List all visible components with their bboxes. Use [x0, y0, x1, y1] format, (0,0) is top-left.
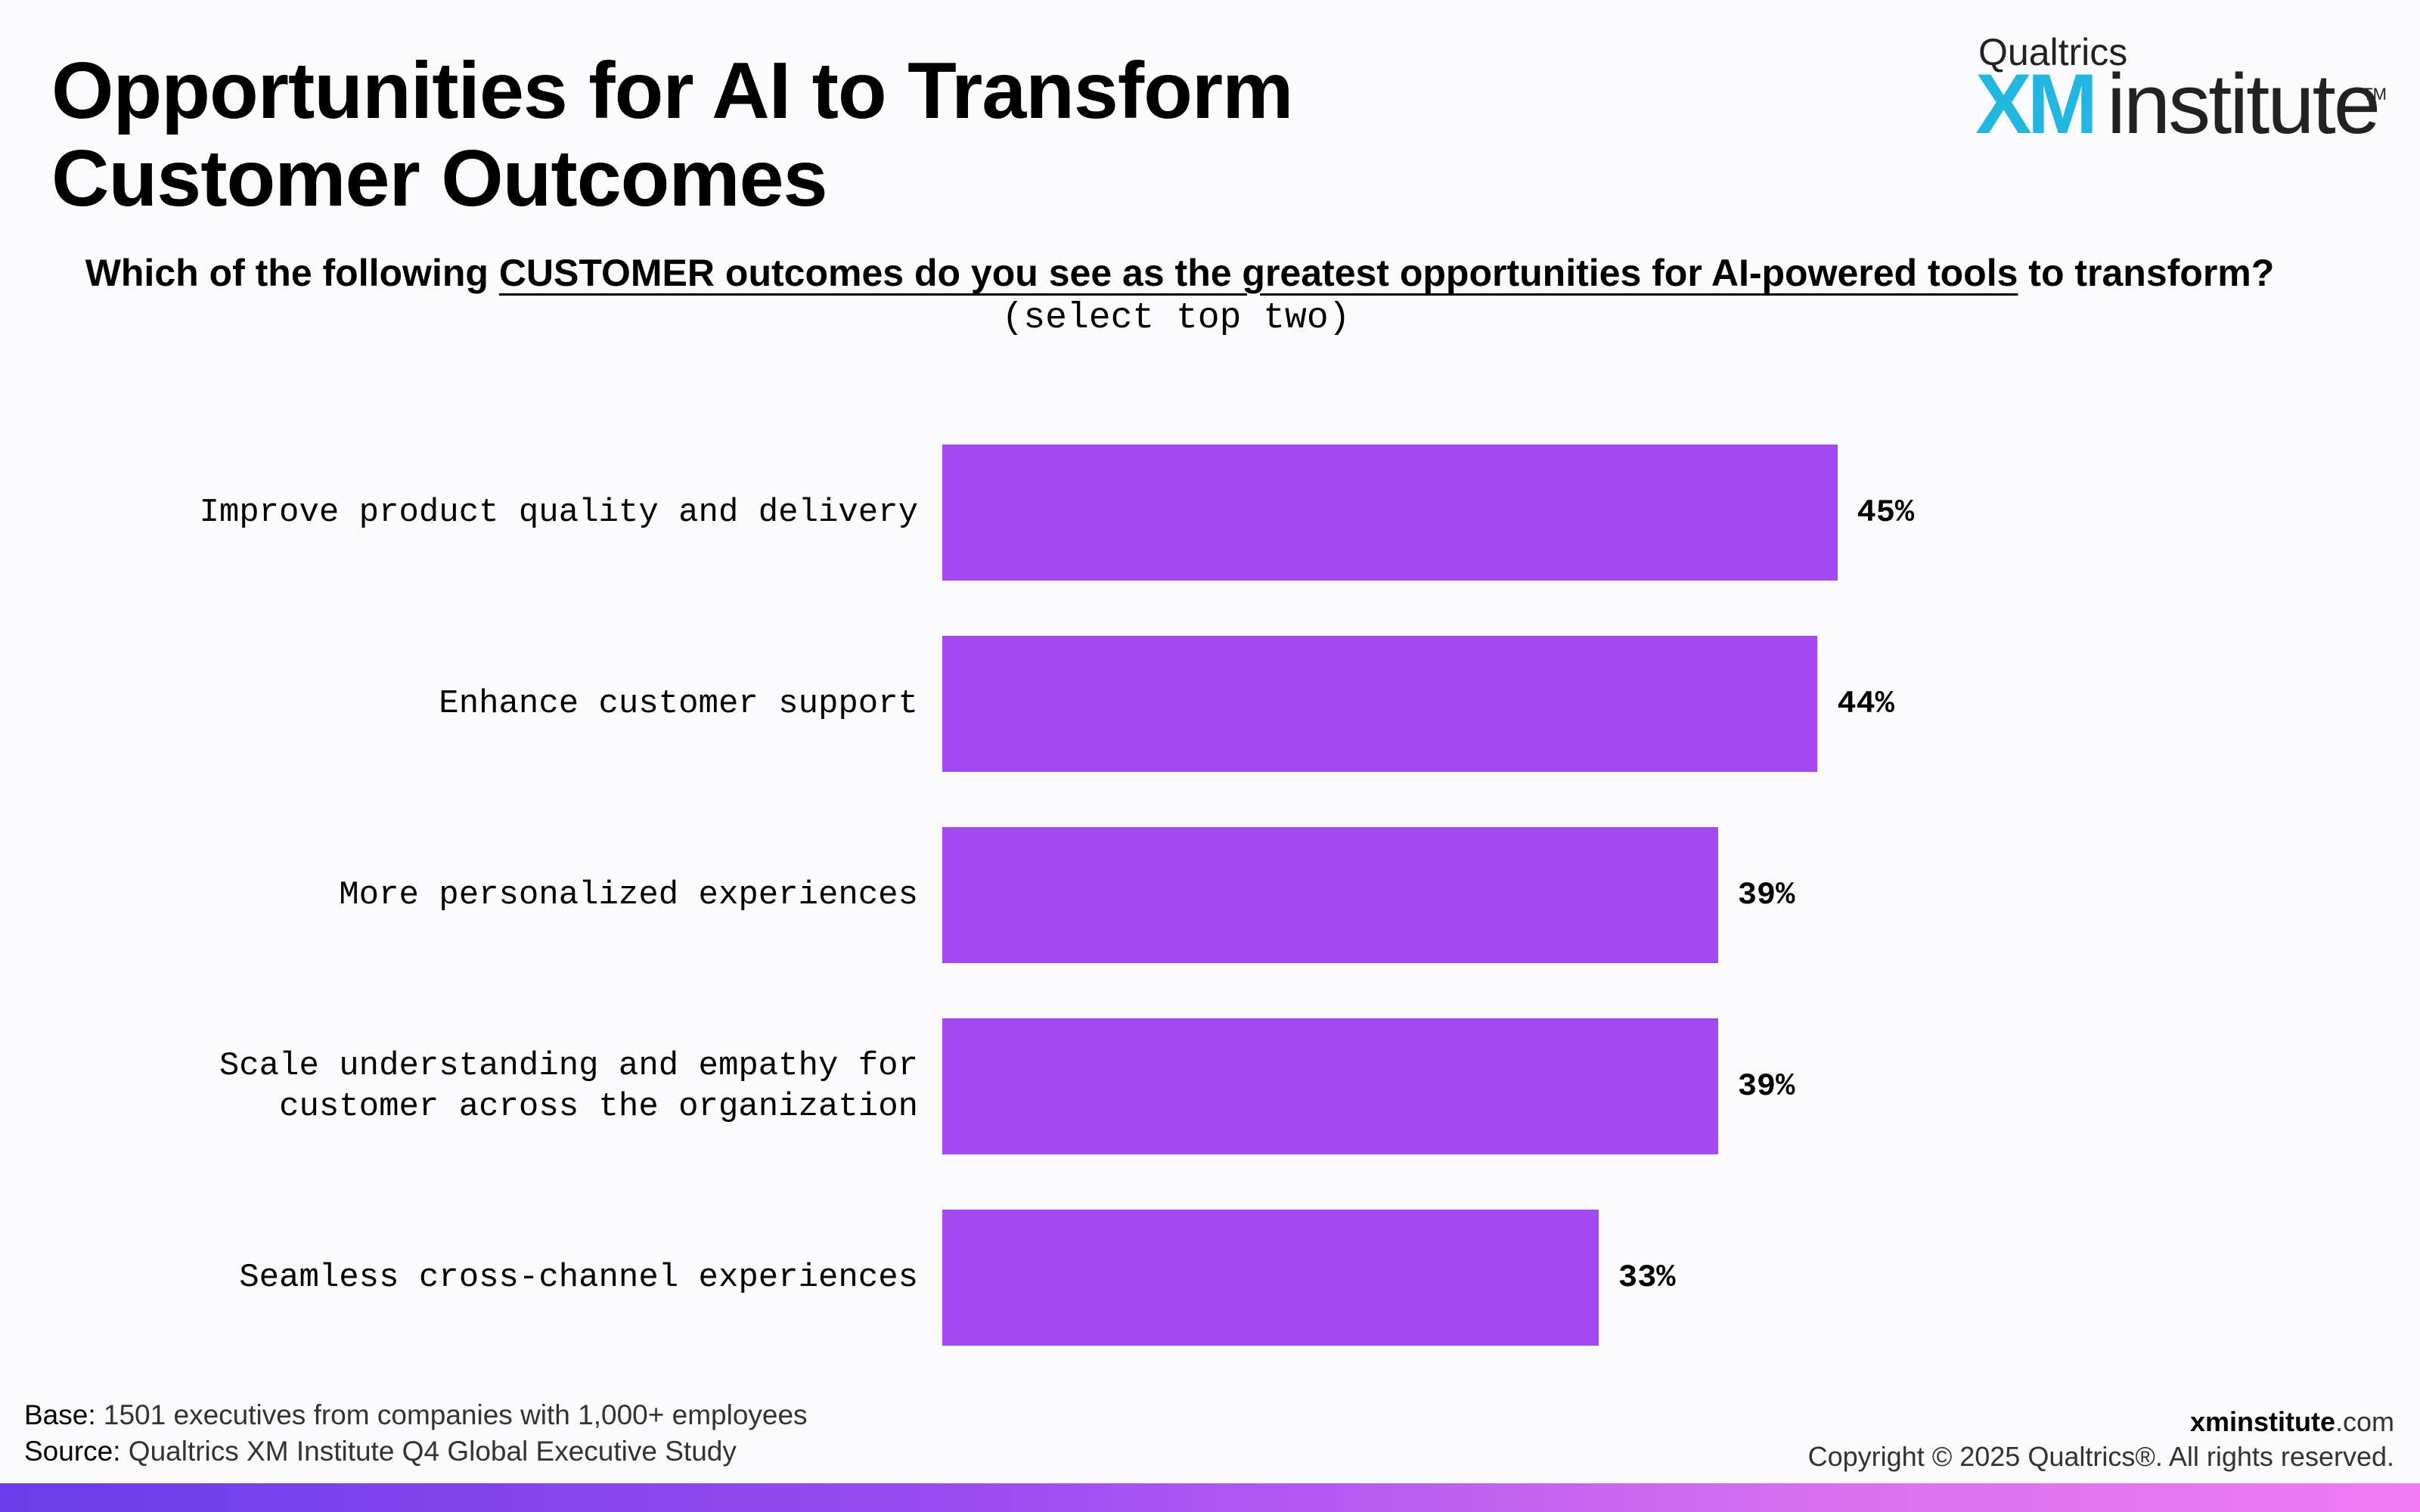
title-line-2: Customer Outcomes	[51, 134, 828, 223]
survey-question: Which of the following CUSTOMER outcomes…	[0, 251, 2360, 295]
bar	[942, 1018, 1718, 1154]
footer-copyright: Copyright © 2025 Qualtrics®. All rights …	[1807, 1441, 2394, 1472]
footer-base: Base: 1501 executives from companies wit…	[24, 1397, 808, 1433]
page-title: Opportunities for AI to Transform Custom…	[51, 46, 1293, 223]
value-label: 44%	[1837, 686, 1894, 722]
base-text: 1501 executives from companies with 1,00…	[95, 1399, 808, 1430]
category-label: Seamless cross-channel experiences	[239, 1259, 918, 1297]
domain-bold: xminstitute	[2189, 1406, 2335, 1437]
question-suffix: to transform?	[2018, 252, 2275, 294]
value-label: 45%	[1857, 494, 1915, 531]
bar	[942, 445, 1838, 581]
category-label: Scale understanding and empathy for cust…	[219, 1047, 918, 1126]
category-label: Improve product quality and delivery	[199, 494, 918, 531]
footer-gradient-bar	[0, 1483, 2420, 1512]
bar	[942, 1210, 1599, 1346]
xm-institute-logo: Qualtrics XM institute TM	[1975, 30, 2387, 151]
domain-rest: .com	[2335, 1406, 2394, 1437]
bar	[942, 636, 1818, 772]
source-key: Source:	[24, 1436, 121, 1467]
bar	[942, 827, 1718, 963]
title-line-1: Opportunities for AI to Transform	[51, 46, 1293, 135]
logo-trademark: TM	[2363, 85, 2387, 104]
question-emphasis: CUSTOMER outcomes do you see as the grea…	[498, 252, 2018, 294]
value-label: 39%	[1737, 877, 1795, 913]
footer-domain: xminstitute.com	[1808, 1405, 2394, 1439]
logo-institute-text: institute	[2107, 57, 2381, 151]
footer-right: xminstitute.com Copyright © 2025 Qualtri…	[1808, 1405, 2394, 1474]
logo-xm-text: XM	[1975, 57, 2098, 151]
source-text: Qualtrics XM Institute Q4 Global Executi…	[120, 1436, 737, 1467]
footer-source: Source: Qualtrics XM Institute Q4 Global…	[24, 1433, 808, 1470]
question-prefix: Which of the following	[85, 252, 499, 294]
category-label: Enhance customer support	[439, 685, 918, 723]
value-label: 39%	[1737, 1068, 1795, 1105]
logo-brand-text: Qualtrics	[1978, 31, 2128, 73]
value-label: 33%	[1618, 1259, 1676, 1296]
category-label: More personalized experiences	[339, 876, 918, 914]
question-instruction: (select top two)	[1001, 298, 1351, 339]
base-key: Base:	[24, 1399, 96, 1430]
footer-notes: Base: 1501 executives from companies wit…	[24, 1397, 808, 1470]
